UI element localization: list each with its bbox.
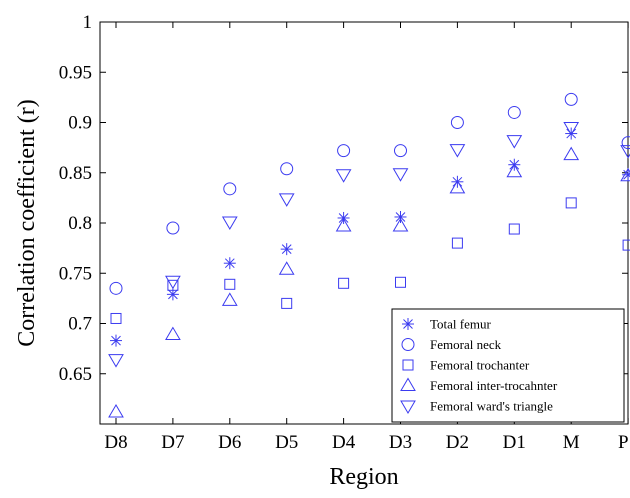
data-point-square [224, 278, 236, 290]
legend-label: Total femur [430, 317, 491, 332]
legend-marker-triangle-up [400, 377, 416, 391]
data-point-triangle-down [335, 169, 352, 183]
axis-ticks: 0.65 0.7 0.75 0.8 0.85 0.9 0.95 1 D8 D7 D6 D5 D4 D3 D2… [59, 12, 630, 453]
x-tick-label: D6 [218, 432, 241, 453]
data-point-circle [109, 281, 123, 295]
y-tick-label: 0.8 [68, 213, 92, 234]
data-point-triangle-up [335, 218, 352, 232]
y-tick-label: 0.85 [59, 163, 92, 184]
y-axis-title: Correlation coefficient (r) [14, 99, 40, 346]
data-point-triangle-down [563, 122, 580, 136]
data-point-square [451, 237, 463, 249]
x-tick-label: P1 [618, 432, 630, 453]
data-point-square [167, 279, 179, 291]
x-tick-label: D2 [446, 432, 469, 453]
data-point-triangle-down [165, 275, 181, 290]
data-point-triangle-up [108, 403, 124, 418]
y-tick-label: 0.65 [59, 364, 92, 385]
data-point-circle [337, 144, 351, 158]
y-tick-label: 0.7 [68, 314, 92, 335]
data-point-triangle-down [620, 145, 630, 159]
legend-marker-square [402, 359, 414, 371]
x-tick-label: D1 [503, 432, 526, 453]
data-point-circle [223, 182, 237, 196]
data-point-circle [280, 162, 294, 176]
data-point-circle [564, 92, 578, 106]
data-point-triangle-up [221, 292, 238, 306]
y-tick-label: 0.9 [68, 113, 92, 134]
data-point-asterisk [223, 257, 236, 270]
data-point-triangle-down [221, 216, 238, 230]
x-tick-label: D7 [161, 432, 184, 453]
x-tick-label: M [563, 432, 580, 453]
x-tick-label: D8 [104, 432, 127, 453]
data-point-circle [621, 136, 630, 150]
data-point-asterisk [110, 334, 122, 347]
legend: Total femur Femoral neck Femoral trochante… [391, 308, 625, 423]
y-tick-label: 1 [83, 12, 93, 33]
data-point-triangle-up [620, 167, 630, 182]
data-point-triangle-down [449, 144, 466, 158]
legend-label: Femoral ward's triangle [430, 399, 553, 414]
legend-marker-triangle-down [400, 400, 416, 414]
data-point-square [110, 312, 122, 324]
data-point-asterisk [337, 211, 350, 224]
data-point-triangle-down [392, 168, 409, 182]
data-point-circle [394, 144, 407, 158]
data-point-circle [507, 105, 521, 119]
x-tick-label: D4 [332, 432, 356, 453]
legend-box [391, 308, 625, 423]
legend-marker-circle [401, 338, 415, 351]
data-point-square [338, 277, 350, 289]
data-point-triangle-down [278, 193, 295, 207]
data-point-square [508, 223, 520, 235]
data-point-triangle-down [506, 135, 523, 149]
data-point-triangle-up [392, 218, 409, 232]
legend-label: Femoral trochanter [430, 358, 530, 373]
data-point-triangle-up [563, 146, 580, 161]
legend-label: Femoral neck [430, 337, 502, 352]
data-point-triangle-up [449, 179, 466, 194]
data-point-asterisk [280, 243, 293, 256]
data-marks [108, 92, 630, 418]
data-point-square [565, 197, 577, 209]
x-axis-title: Region [329, 464, 398, 490]
data-point-square [281, 297, 293, 309]
data-point-square [395, 276, 406, 288]
data-point-triangle-up [165, 326, 181, 341]
data-point-square [622, 239, 630, 251]
data-point-asterisk [394, 210, 407, 223]
y-tick-label: 0.75 [59, 263, 92, 284]
data-point-triangle-up [278, 261, 295, 275]
legend-label: Femoral inter-trocahnter [430, 378, 558, 393]
data-point-triangle-up [506, 163, 523, 178]
data-point-circle [166, 221, 180, 235]
x-tick-label: D5 [275, 432, 298, 453]
y-tick-label: 0.95 [59, 62, 92, 83]
x-tick-label: D3 [389, 432, 412, 453]
data-point-circle [450, 116, 464, 129]
legend-marker-asterisk [402, 318, 414, 330]
data-point-triangle-down [108, 354, 124, 368]
